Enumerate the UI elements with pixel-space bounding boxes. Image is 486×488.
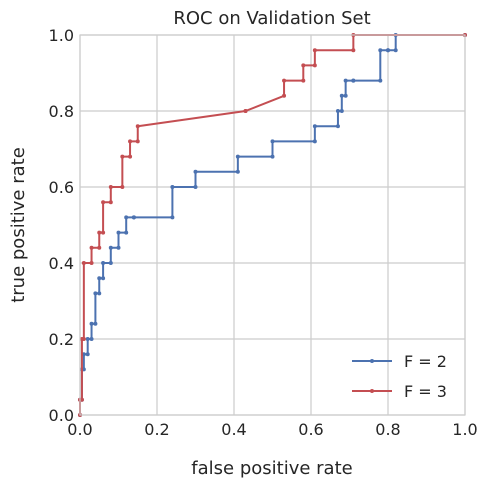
- series-point: [97, 230, 102, 235]
- y-tick-label: 1.0: [49, 26, 74, 45]
- series-point: [235, 154, 240, 159]
- x-tick-label: 0.8: [375, 420, 400, 439]
- y-tick-labels: 0.0 0.2 0.4 0.6 0.8 1.0: [49, 26, 74, 425]
- series-point: [135, 139, 140, 144]
- series-point: [89, 261, 94, 265]
- series-point: [108, 261, 113, 265]
- legend-label-f3: F = 3: [404, 382, 447, 401]
- series-point: [81, 337, 86, 341]
- x-tick-labels: 0.0 0.2 0.4 0.6 0.8 1.0: [67, 420, 477, 439]
- series-point: [93, 291, 98, 296]
- plot-frame: [79, 34, 466, 416]
- series-point: [85, 352, 90, 357]
- legend-marker-f2: [370, 359, 374, 363]
- series-point: [81, 261, 86, 265]
- series-point: [131, 215, 136, 220]
- y-axis-label: true positive rate: [8, 147, 29, 303]
- x-tick-label: 1.0: [452, 420, 477, 439]
- series-point: [93, 321, 98, 326]
- series-point: [282, 93, 287, 98]
- chart-title: ROC on Validation Set: [173, 8, 370, 29]
- x-axis-label: false positive rate: [191, 458, 352, 479]
- series-point: [301, 63, 306, 68]
- series-point: [343, 78, 348, 83]
- x-tick-label: 0.0: [67, 420, 92, 439]
- series-point: [101, 200, 106, 205]
- legend-marker-f3: [370, 389, 374, 393]
- y-tick-label: 0.8: [49, 102, 74, 121]
- series-point: [108, 200, 113, 205]
- series-point: [301, 78, 306, 83]
- x-tick-label: 0.6: [298, 420, 323, 439]
- series-point: [128, 154, 133, 159]
- series-point: [170, 185, 175, 189]
- series-point: [89, 245, 94, 250]
- series-point: [378, 48, 383, 53]
- series-point: [335, 124, 340, 129]
- series-point: [120, 154, 125, 159]
- series-point: [116, 245, 121, 250]
- series-point: [108, 245, 113, 250]
- series-point: [116, 230, 121, 235]
- y-tick-label: 0.4: [49, 254, 74, 273]
- series-point: [120, 185, 125, 189]
- series-point: [101, 276, 106, 281]
- series-point: [386, 48, 390, 53]
- legend-label-f2: F = 2: [404, 352, 447, 371]
- series-point: [312, 124, 317, 129]
- series-point: [312, 139, 317, 144]
- series-point: [101, 230, 106, 235]
- series-point: [97, 276, 102, 281]
- series-point: [351, 48, 356, 53]
- x-tick-label: 0.4: [221, 420, 246, 439]
- series-point: [89, 337, 94, 341]
- series-point: [312, 48, 317, 53]
- series-point: [339, 93, 344, 98]
- series-layer: [78, 33, 467, 417]
- y-tick-label: 0.6: [49, 178, 74, 197]
- series-point: [335, 109, 340, 113]
- series-point: [312, 63, 317, 68]
- series-point: [193, 169, 198, 174]
- series-point: [135, 124, 140, 129]
- series-point: [235, 169, 240, 174]
- series-point: [128, 139, 133, 144]
- series-point: [378, 78, 383, 83]
- series-point: [193, 185, 198, 189]
- series-point: [339, 109, 344, 113]
- x-tick-label: 0.2: [144, 420, 169, 439]
- legend: F = 2 F = 3: [352, 352, 447, 401]
- series-point: [85, 337, 90, 341]
- series-point: [243, 109, 248, 113]
- series-point: [101, 261, 106, 265]
- y-tick-label: 0.0: [49, 406, 74, 425]
- series-point: [170, 215, 175, 220]
- series-point: [97, 291, 102, 296]
- series-point: [124, 215, 129, 220]
- series-point: [89, 321, 94, 326]
- y-tick-label: 0.2: [49, 330, 74, 349]
- series-point: [97, 245, 102, 250]
- series-point: [393, 48, 398, 53]
- plot-background: [80, 35, 465, 415]
- series-point: [351, 78, 356, 83]
- series-point: [270, 154, 275, 159]
- grid: [79, 34, 466, 416]
- series-point: [270, 139, 275, 144]
- series-point: [108, 185, 113, 189]
- series-point: [282, 78, 287, 83]
- series-point: [124, 230, 129, 235]
- series-point: [79, 397, 84, 402]
- series-point: [343, 93, 348, 98]
